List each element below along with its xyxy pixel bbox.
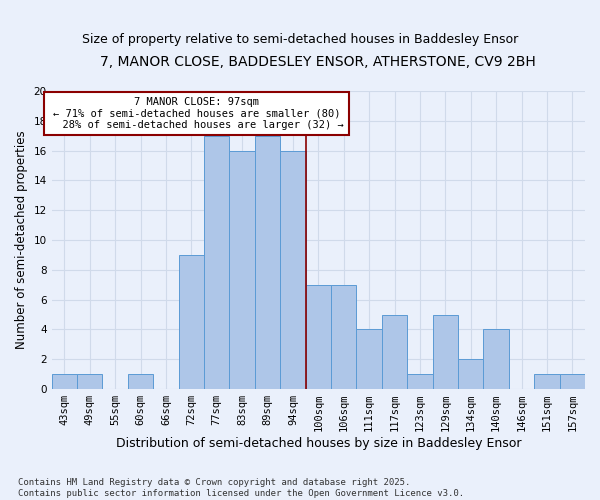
Bar bbox=[458, 360, 484, 389]
Bar bbox=[433, 314, 458, 389]
Text: Contains HM Land Registry data © Crown copyright and database right 2025.
Contai: Contains HM Land Registry data © Crown c… bbox=[18, 478, 464, 498]
Bar bbox=[331, 285, 356, 389]
Text: 7 MANOR CLOSE: 97sqm
← 71% of semi-detached houses are smaller (80)
  28% of sem: 7 MANOR CLOSE: 97sqm ← 71% of semi-detac… bbox=[50, 97, 343, 130]
Bar bbox=[382, 314, 407, 389]
Bar bbox=[128, 374, 153, 389]
Text: Size of property relative to semi-detached houses in Baddesley Ensor: Size of property relative to semi-detach… bbox=[82, 32, 518, 46]
Bar bbox=[407, 374, 433, 389]
X-axis label: Distribution of semi-detached houses by size in Baddesley Ensor: Distribution of semi-detached houses by … bbox=[116, 437, 521, 450]
Bar bbox=[534, 374, 560, 389]
Title: 7, MANOR CLOSE, BADDESLEY ENSOR, ATHERSTONE, CV9 2BH: 7, MANOR CLOSE, BADDESLEY ENSOR, ATHERST… bbox=[100, 55, 536, 69]
Bar bbox=[179, 255, 204, 389]
Bar bbox=[229, 150, 255, 389]
Bar bbox=[204, 136, 229, 389]
Bar bbox=[484, 330, 509, 389]
Bar bbox=[560, 374, 585, 389]
Bar bbox=[77, 374, 103, 389]
Bar bbox=[305, 285, 331, 389]
Bar bbox=[280, 150, 305, 389]
Bar bbox=[52, 374, 77, 389]
Bar bbox=[255, 136, 280, 389]
Bar bbox=[356, 330, 382, 389]
Y-axis label: Number of semi-detached properties: Number of semi-detached properties bbox=[15, 130, 28, 350]
